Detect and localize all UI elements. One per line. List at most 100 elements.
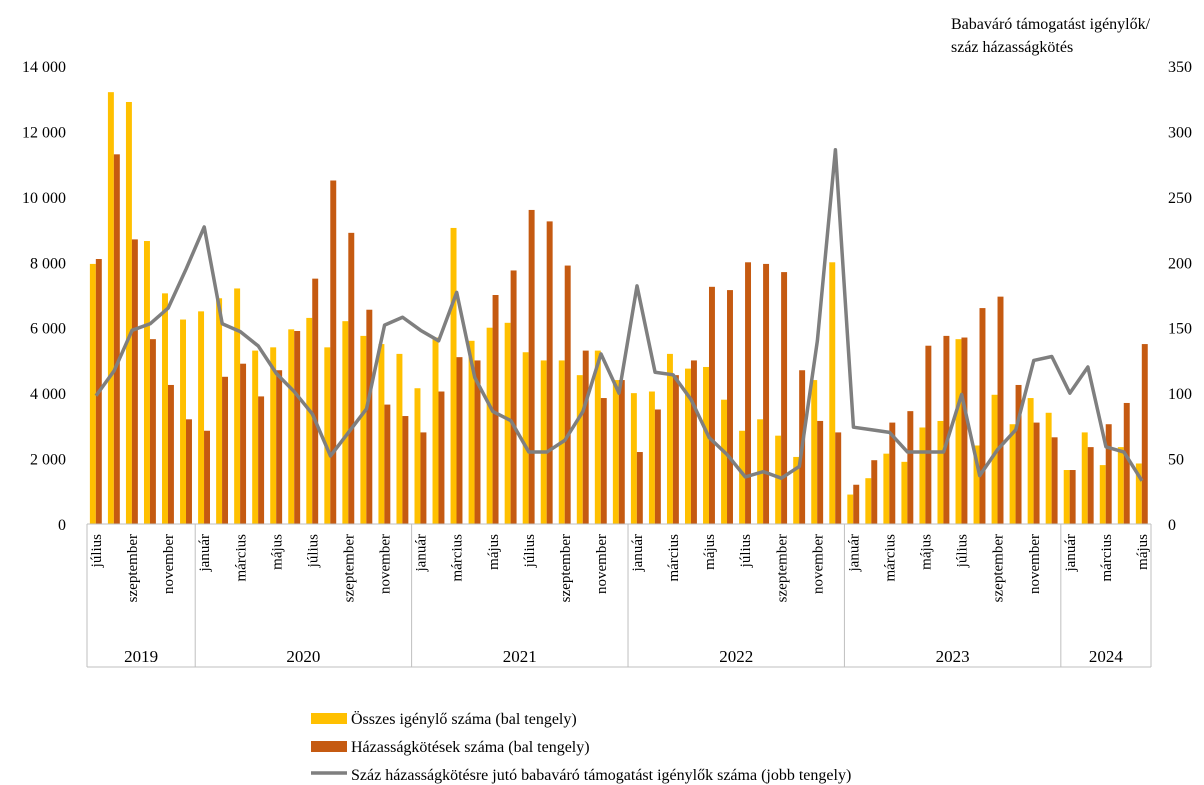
right-tick-label: 100 <box>1168 386 1192 403</box>
month-label: július <box>522 534 538 569</box>
bar-marriages <box>113 154 120 524</box>
month-label: január <box>630 534 646 572</box>
bar-total-applicants <box>937 420 944 524</box>
bar-marriages <box>889 422 896 524</box>
bar-marriages <box>835 432 842 524</box>
bar-marriages <box>1123 402 1130 524</box>
bar-marriages <box>564 265 571 524</box>
month-label: január <box>846 534 862 572</box>
year-label: 2020 <box>286 647 320 666</box>
bar-marriages <box>636 452 643 524</box>
bar-total-applicants <box>89 263 96 524</box>
month-label: november <box>378 534 394 594</box>
bar-total-applicants <box>666 353 673 524</box>
right-tick-label: 0 <box>1168 517 1176 534</box>
bar-marriages <box>366 309 373 524</box>
bar-total-applicants <box>486 327 493 524</box>
bar-total-applicants <box>793 456 800 524</box>
bar-total-applicants <box>1117 447 1124 524</box>
right-tick-label: 200 <box>1168 255 1192 272</box>
bar-total-applicants <box>973 445 980 524</box>
bar-marriages <box>708 286 715 524</box>
month-label: május <box>269 534 285 570</box>
bar-marriages <box>745 262 752 524</box>
bar-marriages <box>600 398 607 524</box>
bar-marriages <box>330 180 337 524</box>
bar-marriages <box>654 409 661 524</box>
left-tick-label: 12 000 <box>22 124 66 141</box>
bar-marriages <box>186 419 192 524</box>
bar-marriages <box>474 360 481 524</box>
bar-total-applicants <box>324 347 331 524</box>
right-axis-title-line-2: száz házasságkötés <box>951 39 1073 56</box>
month-label: január <box>197 534 213 572</box>
bar-total-applicants <box>739 430 746 524</box>
month-label: július <box>955 534 971 569</box>
bar-total-applicants <box>630 393 637 524</box>
month-label: szeptember <box>774 534 790 602</box>
month-label: szeptember <box>341 534 357 602</box>
bar-total-applicants <box>811 380 818 524</box>
bar-marriages <box>690 360 697 524</box>
bar-total-applicants <box>829 262 836 524</box>
bar-marriages <box>258 396 265 524</box>
bar-total-applicants <box>306 317 313 524</box>
bar-marriages <box>925 345 932 524</box>
bar-total-applicants <box>504 322 511 524</box>
bar-total-applicants <box>612 380 619 524</box>
bar-marriages <box>979 308 986 524</box>
bar-total-applicants <box>703 366 709 524</box>
bar-marriages <box>276 370 283 524</box>
bar-marriages <box>943 335 950 524</box>
bar-marriages <box>131 239 138 524</box>
month-label: július <box>738 534 754 569</box>
bar-marriages <box>167 384 174 524</box>
bar-total-applicants <box>180 319 186 524</box>
bar-total-applicants <box>540 360 547 524</box>
bar-total-applicants <box>270 347 277 524</box>
right-axis-ticks: 0 50 100 150 200 250 300 350 <box>1168 59 1192 534</box>
bar-marriages <box>853 484 860 524</box>
bar-total-applicants <box>162 293 168 524</box>
bar-marriages <box>1015 384 1022 524</box>
bar-marriages <box>871 460 878 524</box>
bar-marriages <box>222 376 229 524</box>
month-label: július <box>89 534 105 569</box>
month-label: május <box>702 534 718 570</box>
month-label: július <box>305 534 321 569</box>
year-label: 2022 <box>719 647 753 666</box>
year-label: 2019 <box>124 647 158 666</box>
month-label: március <box>233 534 249 582</box>
bar-marriages <box>1051 437 1058 524</box>
bar-total-applicants <box>450 227 457 524</box>
ratio-line <box>94 148 1144 482</box>
legend-label-total: Összes igénylő száma (bal tengely) <box>351 710 577 728</box>
month-label: május <box>486 534 502 570</box>
bar-total-applicants <box>432 337 439 524</box>
bar-marriages <box>204 430 210 524</box>
bar-total-applicants <box>576 375 583 524</box>
bar-total-applicants <box>901 461 908 524</box>
year-label: 2023 <box>936 647 970 666</box>
bar-total-applicants <box>991 394 998 524</box>
bar-total-applicants <box>234 288 241 524</box>
bar-total-applicants <box>198 311 205 524</box>
month-label: március <box>883 534 899 582</box>
bar-total-applicants <box>955 339 962 524</box>
bar-total-applicants <box>594 350 601 524</box>
left-tick-label: 8 000 <box>30 255 66 272</box>
bar-total-applicants <box>847 494 854 524</box>
left-axis-ticks: 0 2 000 4 000 6 000 8 000 10 000 12 000 14 000 <box>22 59 66 534</box>
left-tick-label: 14 000 <box>22 59 66 76</box>
bar-total-applicants <box>865 478 872 524</box>
month-label: március <box>1099 534 1115 582</box>
bar-total-applicants <box>1081 432 1088 524</box>
right-tick-label: 350 <box>1168 59 1192 76</box>
bar-marriages <box>1141 344 1148 524</box>
bar-marriages <box>312 278 319 524</box>
bar-marriages <box>438 391 445 524</box>
bar-marriages <box>618 380 625 524</box>
line-series <box>94 148 1144 482</box>
month-label: szeptember <box>558 534 574 602</box>
